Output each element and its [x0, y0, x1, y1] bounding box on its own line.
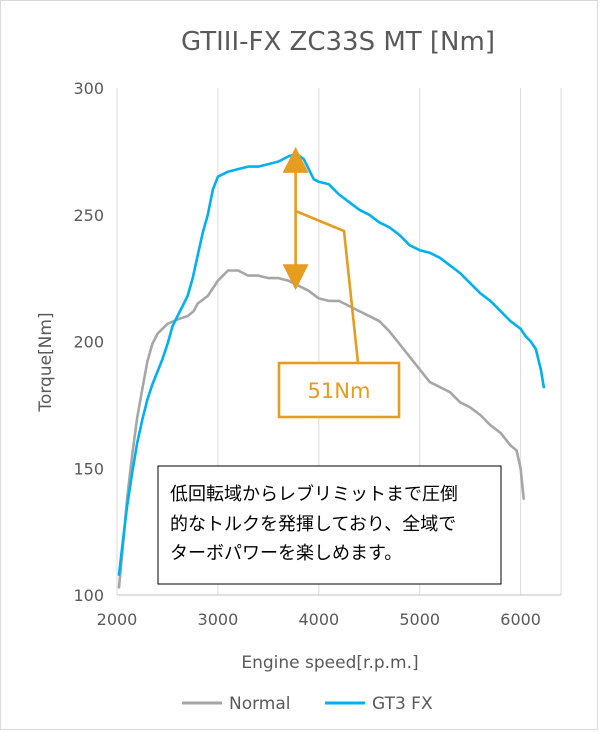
note-line-2: 的なトルクを発揮しており、全域で [170, 514, 456, 535]
x-tick-label: 5000 [399, 610, 440, 629]
note-border [157, 465, 502, 585]
y-tick-label: 150 [73, 459, 104, 478]
note-line-3: ターボパワーを楽しめます。 [170, 543, 402, 564]
annotation-leader [295, 209, 360, 364]
y-tick-labels: 100 150 200 250 300 [73, 79, 104, 605]
x-tick-label: 6000 [500, 610, 541, 629]
x-tick-label: 4000 [298, 610, 339, 629]
legend: Normal GT3 FX [182, 694, 433, 714]
y-tick-label: 100 [73, 586, 104, 605]
legend-label-normal: Normal [229, 694, 291, 714]
note-box: 低回転域からレブリミットまで圧倒 的なトルクを発揮しており、全域で ターボパワー… [157, 465, 502, 585]
y-axis-label: Torque[Nm] [36, 312, 56, 412]
chart-title: GTIII-FX ZC33S MT [Nm] [181, 27, 495, 57]
x-tick-label: 3000 [198, 610, 239, 629]
annotation-box [277, 361, 401, 419]
annotation-label: 51Nm [308, 379, 371, 403]
annotation-group: 51Nm [277, 146, 401, 419]
x-axis-label: Engine speed[r.p.m.] [241, 653, 418, 673]
y-tick-label: 300 [73, 79, 104, 98]
x-tick-label: 2000 [97, 610, 138, 629]
y-tick-label: 250 [73, 206, 104, 225]
note-line-1: 低回転域からレブリミットまで圧倒 [170, 483, 458, 505]
legend-label-gt3: GT3 FX [372, 694, 433, 714]
y-tick-label: 200 [73, 333, 104, 352]
x-tick-labels: 2000 3000 4000 5000 6000 [97, 610, 541, 629]
